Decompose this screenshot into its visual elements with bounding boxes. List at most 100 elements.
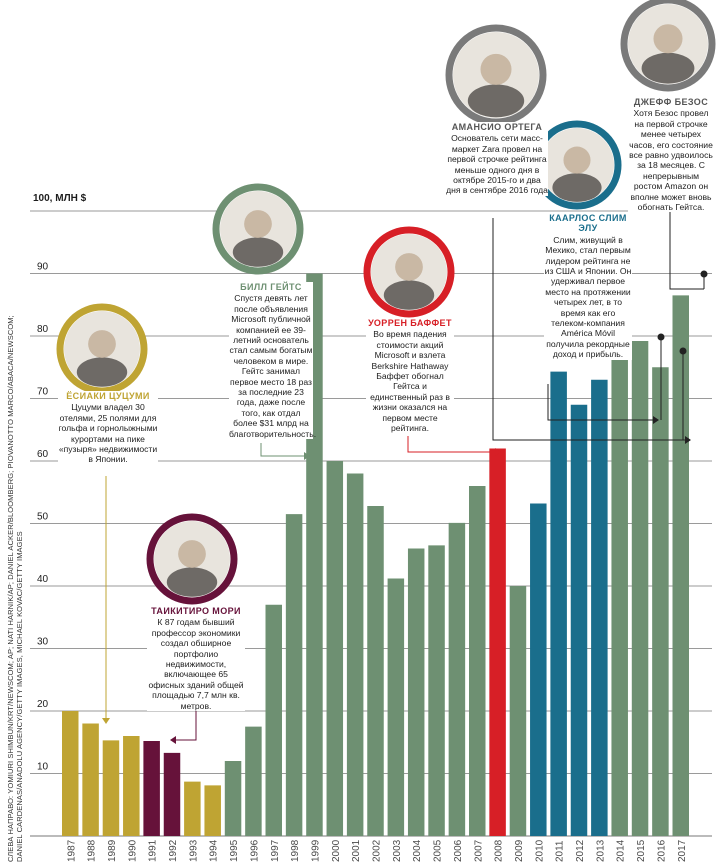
x-tick-label: 1988 [87, 839, 98, 862]
bar-1998 [285, 514, 303, 836]
bar-1992 [163, 752, 181, 836]
bar-2017 [672, 295, 689, 836]
name-buffett: УОРРЕН БАФФЕТ [368, 318, 452, 328]
name-tsutsumi: ЁСИАКИ ЦУЦУМИ [66, 391, 150, 401]
y-tick-label: 80 [37, 324, 49, 335]
portrait-head [244, 210, 272, 238]
connector-line [176, 706, 197, 741]
portrait-head [653, 24, 683, 54]
portrait-shoulders [552, 173, 602, 202]
annotation-gates: БИЛЛ ГЕЙТС Спустя девять лет после объяв… [229, 282, 317, 440]
x-tick-label: 1993 [188, 839, 199, 862]
text-buffett: Во время падения стоимости акций Microso… [370, 329, 450, 434]
text-slim: Слим, живущий в Мехико, стал первым лиде… [544, 234, 632, 360]
bar-2006 [448, 522, 466, 836]
annotation-tsutsumi: ЁСИАКИ ЦУЦУМИ Цуцуми владел 30 отелями, … [58, 391, 158, 465]
y-tick-label: 10 [37, 762, 49, 773]
credit-line-1: СЛЕВА НАПРАВО: YOMIURI SHIMBUN/KRT/NEWSC… [6, 315, 15, 862]
x-tick-label: 2006 [453, 839, 464, 862]
marker-dot [657, 333, 665, 341]
x-tick-label: 2016 [656, 839, 667, 862]
bar-1989 [102, 740, 120, 836]
x-tick-label: 1987 [66, 839, 77, 862]
x-tick-label: 1999 [310, 839, 321, 862]
bar-2000 [326, 461, 344, 836]
x-tick-label: 2008 [494, 839, 505, 862]
name-mori: ТАИКИТИРО МОРИ [151, 606, 241, 616]
x-tick-label: 1994 [209, 839, 220, 862]
y-tick-label: 70 [37, 387, 49, 398]
x-tick-label: 1995 [229, 839, 240, 862]
bar-2009 [509, 586, 527, 836]
x-tick-label: 1989 [107, 839, 118, 862]
bar-2005 [428, 545, 445, 836]
credit-line-2: DANIEL CARDENAS/ANADOLU AGENCY/GETTY IMA… [15, 531, 24, 862]
x-tick-label: 1992 [168, 839, 179, 862]
annotation-slim: КААРЛОС СЛИМ ЭЛУ Слим, живущий в Мехико,… [544, 213, 632, 360]
y-axis-labels: 10 20 30 40 50 60 70 80 90 [37, 262, 49, 773]
x-tick-label: 2005 [433, 839, 444, 862]
x-tick-label: 1998 [290, 839, 301, 862]
x-tick-label: 2011 [555, 840, 566, 862]
x-tick-label: 1996 [249, 839, 260, 862]
photo-tsutsumi-icon [56, 303, 148, 395]
text-mori: К 87 годам бывший профессор экономики со… [148, 617, 244, 711]
arrow-icon [685, 436, 691, 444]
bar-1988 [82, 723, 99, 836]
x-tick-label: 1990 [127, 839, 138, 862]
portrait-head [480, 53, 512, 85]
marker-dot [700, 270, 708, 278]
connector-line [260, 443, 304, 457]
bar-1995 [224, 761, 242, 836]
marker-dot [679, 347, 687, 355]
x-tick-label: 2003 [392, 839, 403, 862]
portrait-head [178, 540, 206, 568]
portrait-shoulders [76, 357, 128, 387]
photo-mori-icon [146, 513, 238, 605]
x-tick-label: 2012 [575, 839, 586, 862]
x-tick-label: 2004 [412, 839, 423, 862]
photo-gates-icon [212, 183, 304, 275]
connector-line [492, 218, 685, 441]
bar-2002 [367, 506, 384, 836]
photo-slim-icon [532, 120, 622, 210]
bar-2013 [591, 379, 608, 836]
bar-2008 [489, 448, 506, 836]
portrait-head [563, 146, 591, 174]
annotation-buffett: УОРРЕН БАФФЕТ Во время падения стоимости… [366, 318, 454, 434]
photo-ortega-icon [445, 24, 547, 126]
name-slim: КААРЛОС СЛИМ ЭЛУ [549, 213, 627, 234]
x-tick-label: 2015 [636, 839, 647, 862]
portrait-shoulders [232, 237, 284, 267]
y-tick-label: 40 [37, 574, 49, 585]
name-gates: БИЛЛ ГЕЙТС [240, 282, 302, 292]
bars [62, 273, 689, 836]
photo-credits: СЛЕВА НАПРАВО: YOMIURI SHIMBUN/KRT/NEWSC… [6, 0, 26, 862]
name-bezos: ДЖЕФФ БЕЗОС [633, 97, 709, 107]
x-tick-label: 2000 [331, 839, 342, 862]
bar-1994 [204, 785, 221, 836]
bar-2003 [387, 578, 405, 836]
x-tick-label: 2002 [372, 839, 383, 862]
portrait-head [88, 330, 116, 358]
text-tsutsumi: Цуцуми владел 30 отелями, 25 полями для … [58, 402, 158, 465]
name-ortega: АМАНСИО ОРТЕГА [451, 122, 543, 132]
x-tick-label: 2014 [616, 839, 627, 862]
bar-2004 [407, 548, 425, 836]
portrait-shoulders [467, 84, 525, 118]
arrow-icon [495, 448, 501, 456]
arrow-icon [170, 736, 176, 744]
connector-line [547, 384, 653, 421]
bar-2015 [631, 341, 649, 836]
y-axis-title: 100, МЛН $ [33, 193, 87, 204]
bar-1993 [184, 781, 201, 836]
text-gates: Спустя девять лет после объявления Micro… [229, 293, 317, 439]
text-ortega: Основатель сети масс-маркет Zara провел … [446, 133, 548, 196]
x-tick-label: 2010 [534, 839, 545, 862]
arrow-icon [304, 452, 310, 460]
y-tick-label: 60 [37, 449, 49, 460]
y-tick-label: 50 [37, 512, 49, 523]
bar-2007 [469, 486, 486, 836]
x-axis-labels: 1987 1988 1989 1990 1991 1992 1993 1994 1995 1996… [66, 839, 688, 862]
